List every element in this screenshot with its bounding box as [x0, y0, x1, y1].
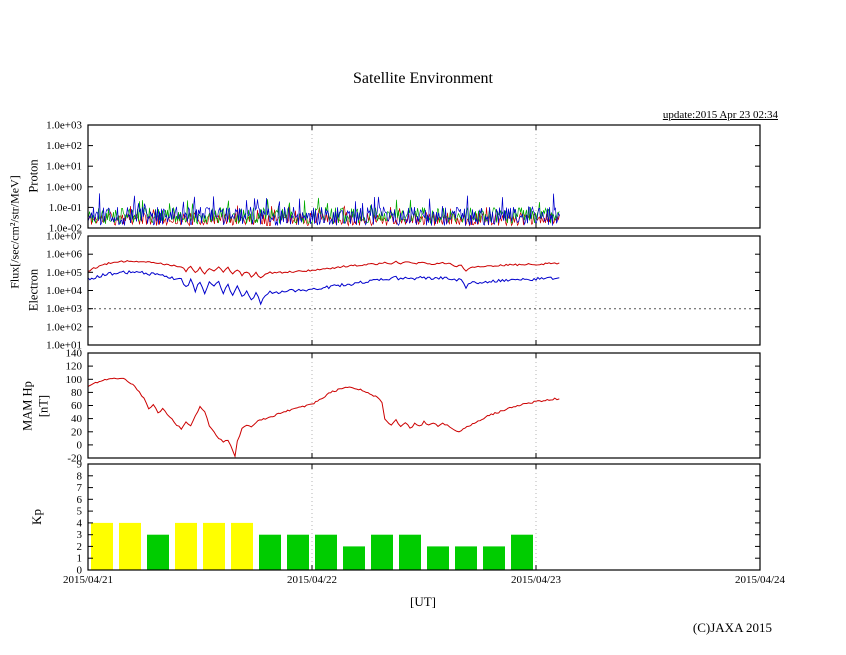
mam-hp-axis-label-line2: [nT] — [36, 394, 50, 418]
x-tick-label: 2015/04/22 — [286, 574, 338, 586]
svg-text:2: 2 — [77, 541, 83, 553]
svg-text:100: 100 — [66, 374, 83, 386]
x-tick-label: 2015/04/23 — [510, 574, 562, 586]
svg-text:1.0e+01: 1.0e+01 — [46, 340, 82, 352]
svg-text:1.0e+04: 1.0e+04 — [46, 285, 82, 297]
svg-text:1.0e+05: 1.0e+05 — [46, 267, 82, 279]
svg-text:1.0e+00: 1.0e+00 — [46, 181, 82, 193]
svg-text:80: 80 — [71, 387, 83, 399]
svg-text:1.0e+02: 1.0e+02 — [46, 321, 82, 333]
svg-text:1.0e-02: 1.0e-02 — [49, 223, 82, 235]
svg-text:0: 0 — [77, 439, 83, 451]
svg-text:1.0e+07: 1.0e+07 — [46, 231, 82, 243]
page-title: Satellite Environment — [353, 70, 493, 87]
svg-text:1.0e+01: 1.0e+01 — [46, 161, 82, 173]
svg-text:1.0e+03: 1.0e+03 — [46, 120, 82, 132]
svg-text:40: 40 — [71, 413, 83, 425]
svg-text:140: 140 — [66, 348, 83, 360]
svg-text:20: 20 — [71, 426, 83, 438]
electron-axis-label: Electron — [26, 268, 41, 312]
proton-axis-label: Proton — [26, 159, 41, 193]
flux-axis-label: Flux[/sec/cm²/str/MeV] — [7, 175, 22, 289]
svg-text:8: 8 — [77, 470, 83, 482]
x-tick-label: 2015/04/24 — [734, 574, 786, 586]
svg-text:1.0e+03: 1.0e+03 — [46, 303, 82, 315]
svg-text:5: 5 — [77, 506, 83, 518]
mam-hp-axis-label: MAM Hp [nT] — [20, 381, 51, 431]
svg-text:9: 9 — [77, 459, 83, 471]
x-axis-label: [UT] — [410, 594, 436, 609]
copyright: (C)JAXA 2015 — [692, 620, 772, 635]
svg-text:0: 0 — [77, 565, 83, 577]
x-tick-label: 2015/04/21 — [62, 574, 114, 586]
svg-text:4: 4 — [77, 517, 83, 529]
svg-text:120: 120 — [66, 361, 83, 373]
svg-text:6: 6 — [77, 494, 83, 506]
kp-axis-label: Kp — [29, 509, 44, 525]
svg-text:1.0e+02: 1.0e+02 — [46, 140, 82, 152]
svg-text:1.0e+06: 1.0e+06 — [46, 249, 82, 261]
svg-text:7: 7 — [77, 482, 83, 494]
svg-text:-20: -20 — [67, 453, 82, 465]
svg-text:1: 1 — [77, 553, 83, 565]
svg-text:60: 60 — [71, 400, 83, 412]
svg-text:1.0e-01: 1.0e-01 — [49, 202, 82, 214]
mam-hp-axis-label-line1: MAM Hp — [20, 381, 35, 431]
svg-text:3: 3 — [77, 529, 83, 541]
update-timestamp: update:2015 Apr 23 02:34 — [662, 109, 778, 121]
